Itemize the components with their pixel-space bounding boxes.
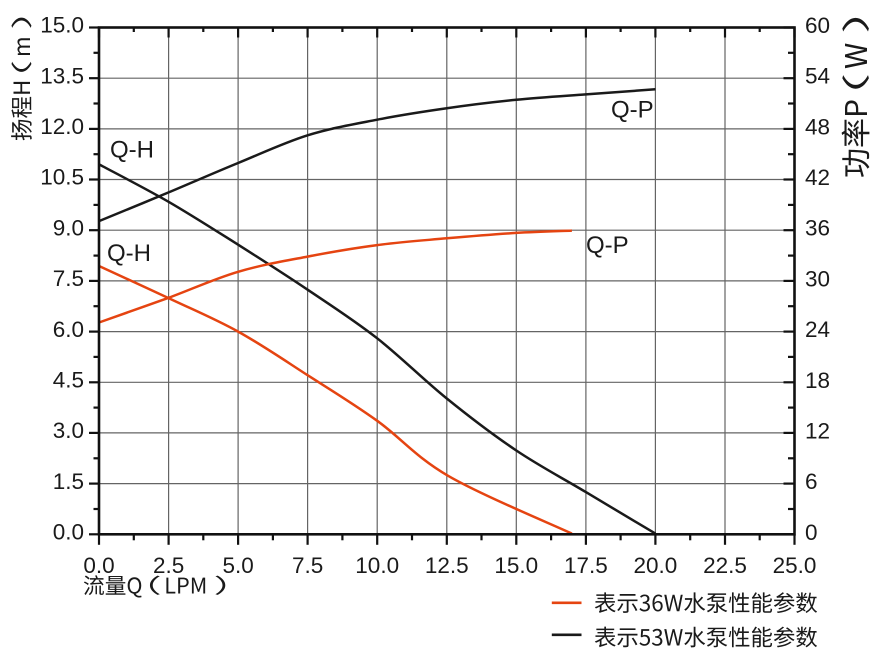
svg-text:48: 48 <box>805 114 830 139</box>
svg-text:12: 12 <box>805 418 830 443</box>
svg-text:36: 36 <box>805 216 830 241</box>
svg-text:54: 54 <box>805 64 830 89</box>
svg-text:10.5: 10.5 <box>40 165 84 190</box>
svg-text:9.0: 9.0 <box>53 215 84 240</box>
svg-text:10.0: 10.0 <box>355 553 399 578</box>
svg-text:30: 30 <box>805 266 830 291</box>
svg-text:12.0: 12.0 <box>40 114 84 139</box>
svg-text:Q-P: Q-P <box>611 97 654 124</box>
svg-text:1.5: 1.5 <box>53 469 84 494</box>
svg-text:15.0: 15.0 <box>494 553 538 578</box>
svg-text:0: 0 <box>805 520 818 545</box>
svg-text:7.5: 7.5 <box>292 553 323 578</box>
svg-text:18: 18 <box>805 368 830 393</box>
svg-text:0.0: 0.0 <box>53 520 84 545</box>
svg-text:24: 24 <box>805 317 830 342</box>
svg-text:15.0: 15.0 <box>40 13 84 38</box>
svg-text:6.0: 6.0 <box>53 317 84 342</box>
svg-text:4.5: 4.5 <box>53 368 84 393</box>
svg-text:20.0: 20.0 <box>634 553 678 578</box>
svg-text:Q-H: Q-H <box>107 240 151 267</box>
svg-text:6: 6 <box>805 469 818 494</box>
svg-text:42: 42 <box>805 165 830 190</box>
svg-text:60: 60 <box>805 13 830 38</box>
svg-text:13.5: 13.5 <box>40 63 84 88</box>
svg-text:25.0: 25.0 <box>773 553 817 578</box>
svg-text:5.0: 5.0 <box>222 553 253 578</box>
svg-text:Q-H: Q-H <box>110 137 154 164</box>
svg-text:17.5: 17.5 <box>564 553 608 578</box>
svg-text:12.5: 12.5 <box>425 553 469 578</box>
svg-text:22.5: 22.5 <box>703 553 747 578</box>
svg-text:2.5: 2.5 <box>153 553 184 578</box>
svg-text:0.0: 0.0 <box>83 553 114 578</box>
svg-text:Q-P: Q-P <box>586 232 629 259</box>
svg-text:3.0: 3.0 <box>53 418 84 443</box>
svg-text:7.5: 7.5 <box>53 266 84 291</box>
